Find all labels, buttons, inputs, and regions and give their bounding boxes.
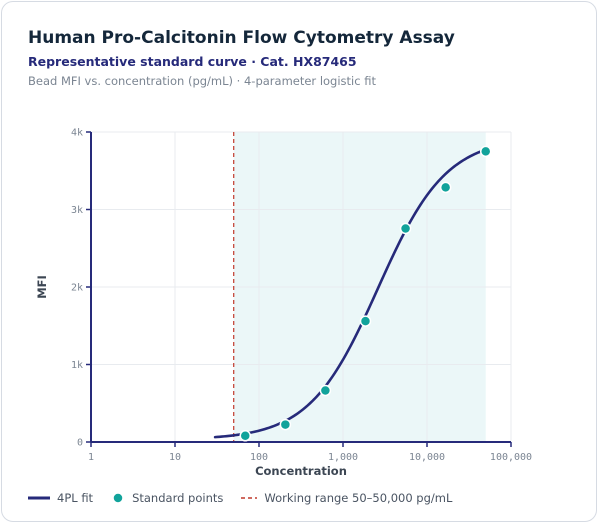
standard-point	[359, 315, 372, 327]
x-tick-label: 10	[169, 452, 181, 463]
x-tick-label: 10,000	[409, 452, 445, 463]
standard-point	[279, 418, 292, 431]
standard-point	[439, 181, 452, 194]
x-tick-label: 100,000	[490, 452, 532, 463]
legend-label-range: Working range 50–50,000 pg/mL	[264, 491, 453, 505]
y-tick-label: 2k	[71, 283, 83, 294]
standard-point	[319, 384, 332, 397]
y-tick-label: 1k	[71, 360, 83, 371]
chart-caption: Bead MFI vs. concentration (pg/mL) · 4-p…	[28, 74, 376, 88]
x-tick-label: 100	[250, 452, 268, 463]
legend-item-fit: 4PL fit	[28, 491, 93, 505]
x-tick-label: 1,000	[328, 452, 358, 463]
dashed-line-swatch-icon	[241, 497, 258, 499]
dot-swatch-icon	[112, 492, 124, 504]
chart-subtitle: Representative standard curve · Cat. HX8…	[28, 54, 357, 69]
standard-point	[399, 222, 412, 235]
y-tick-label: 3k	[71, 205, 83, 216]
y-tick-label: 4k	[71, 128, 83, 139]
legend-item-points: Standard points	[111, 491, 223, 505]
standard-point	[479, 145, 492, 158]
legend-label-points: Standard points	[132, 491, 224, 505]
legend-label-fit: 4PL fit	[57, 491, 94, 505]
chart-legend: 4PL fit Standard points Working range 50…	[28, 490, 470, 506]
x-axis-title: Concentration	[255, 464, 347, 478]
y-axis-title: MFI	[35, 275, 49, 299]
legend-item-range: Working range 50–50,000 pg/mL	[241, 491, 452, 505]
fit-curve-line	[213, 148, 488, 439]
chart-title: Human Pro-Calcitonin Flow Cytometry Assa…	[28, 28, 455, 48]
x-tick-label: 1	[88, 452, 94, 463]
line-swatch-icon	[28, 496, 50, 500]
standard-point	[239, 430, 252, 442]
y-tick-label: 0	[77, 438, 83, 449]
